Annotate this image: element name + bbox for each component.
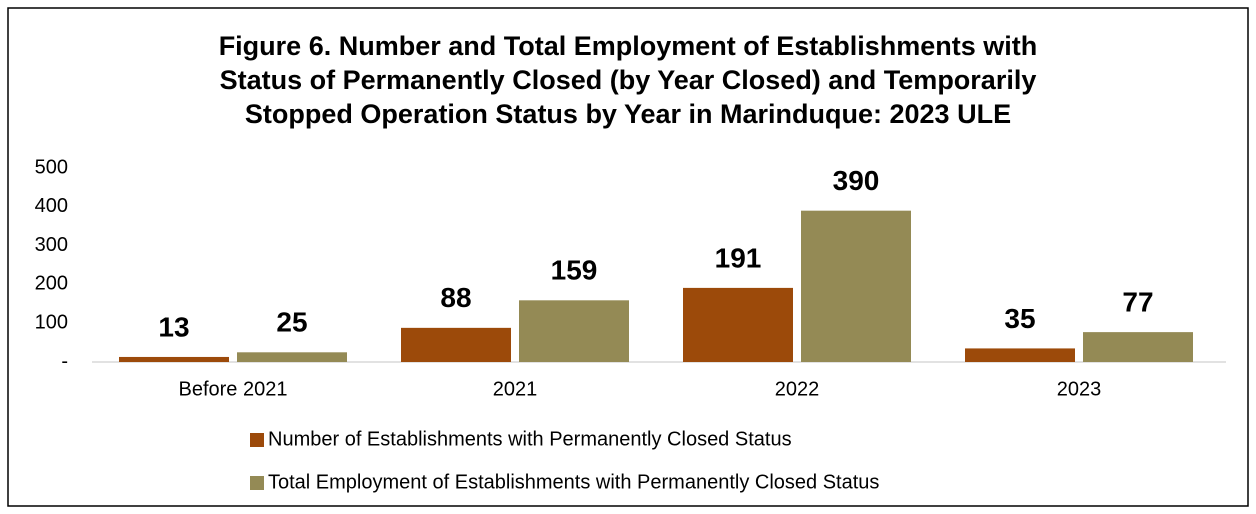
chart-title: Stopped Operation Status by Year in Mari…	[245, 99, 1011, 129]
data-label: 191	[715, 242, 762, 273]
legend-swatch	[250, 433, 264, 447]
data-label: 88	[440, 282, 471, 313]
bar	[683, 287, 793, 362]
bar	[801, 210, 911, 362]
bar	[519, 300, 629, 362]
data-label: 159	[551, 255, 598, 286]
y-tick-label: -	[61, 350, 68, 372]
x-tick-label: 2022	[775, 378, 820, 400]
data-label: 390	[833, 165, 880, 196]
y-tick-label: 400	[35, 195, 68, 217]
y-tick-label: 200	[35, 273, 68, 295]
data-label: 13	[158, 311, 189, 342]
bar	[1083, 332, 1193, 362]
y-tick-label: 300	[35, 234, 68, 256]
y-tick-label: 500	[35, 156, 68, 178]
legend-label: Number of Establishments with Permanentl…	[268, 428, 792, 450]
x-tick-label: 2021	[493, 378, 538, 400]
data-label: 77	[1122, 287, 1153, 318]
bar	[401, 327, 511, 362]
data-label: 35	[1004, 303, 1035, 334]
bar	[119, 356, 229, 362]
chart-border	[7, 7, 1249, 507]
y-tick-label: 100	[35, 311, 68, 333]
chart-title: Status of Permanently Closed (by Year Cl…	[220, 65, 1037, 95]
data-label: 25	[276, 307, 307, 338]
bar	[965, 348, 1075, 362]
chart-title: Figure 6. Number and Total Employment of…	[219, 31, 1038, 61]
x-tick-label: Before 2021	[179, 378, 288, 400]
bar	[237, 352, 347, 362]
legend-label: Total Employment of Establishments with …	[268, 471, 879, 493]
legend-swatch	[250, 476, 264, 490]
x-tick-label: 2023	[1057, 378, 1102, 400]
